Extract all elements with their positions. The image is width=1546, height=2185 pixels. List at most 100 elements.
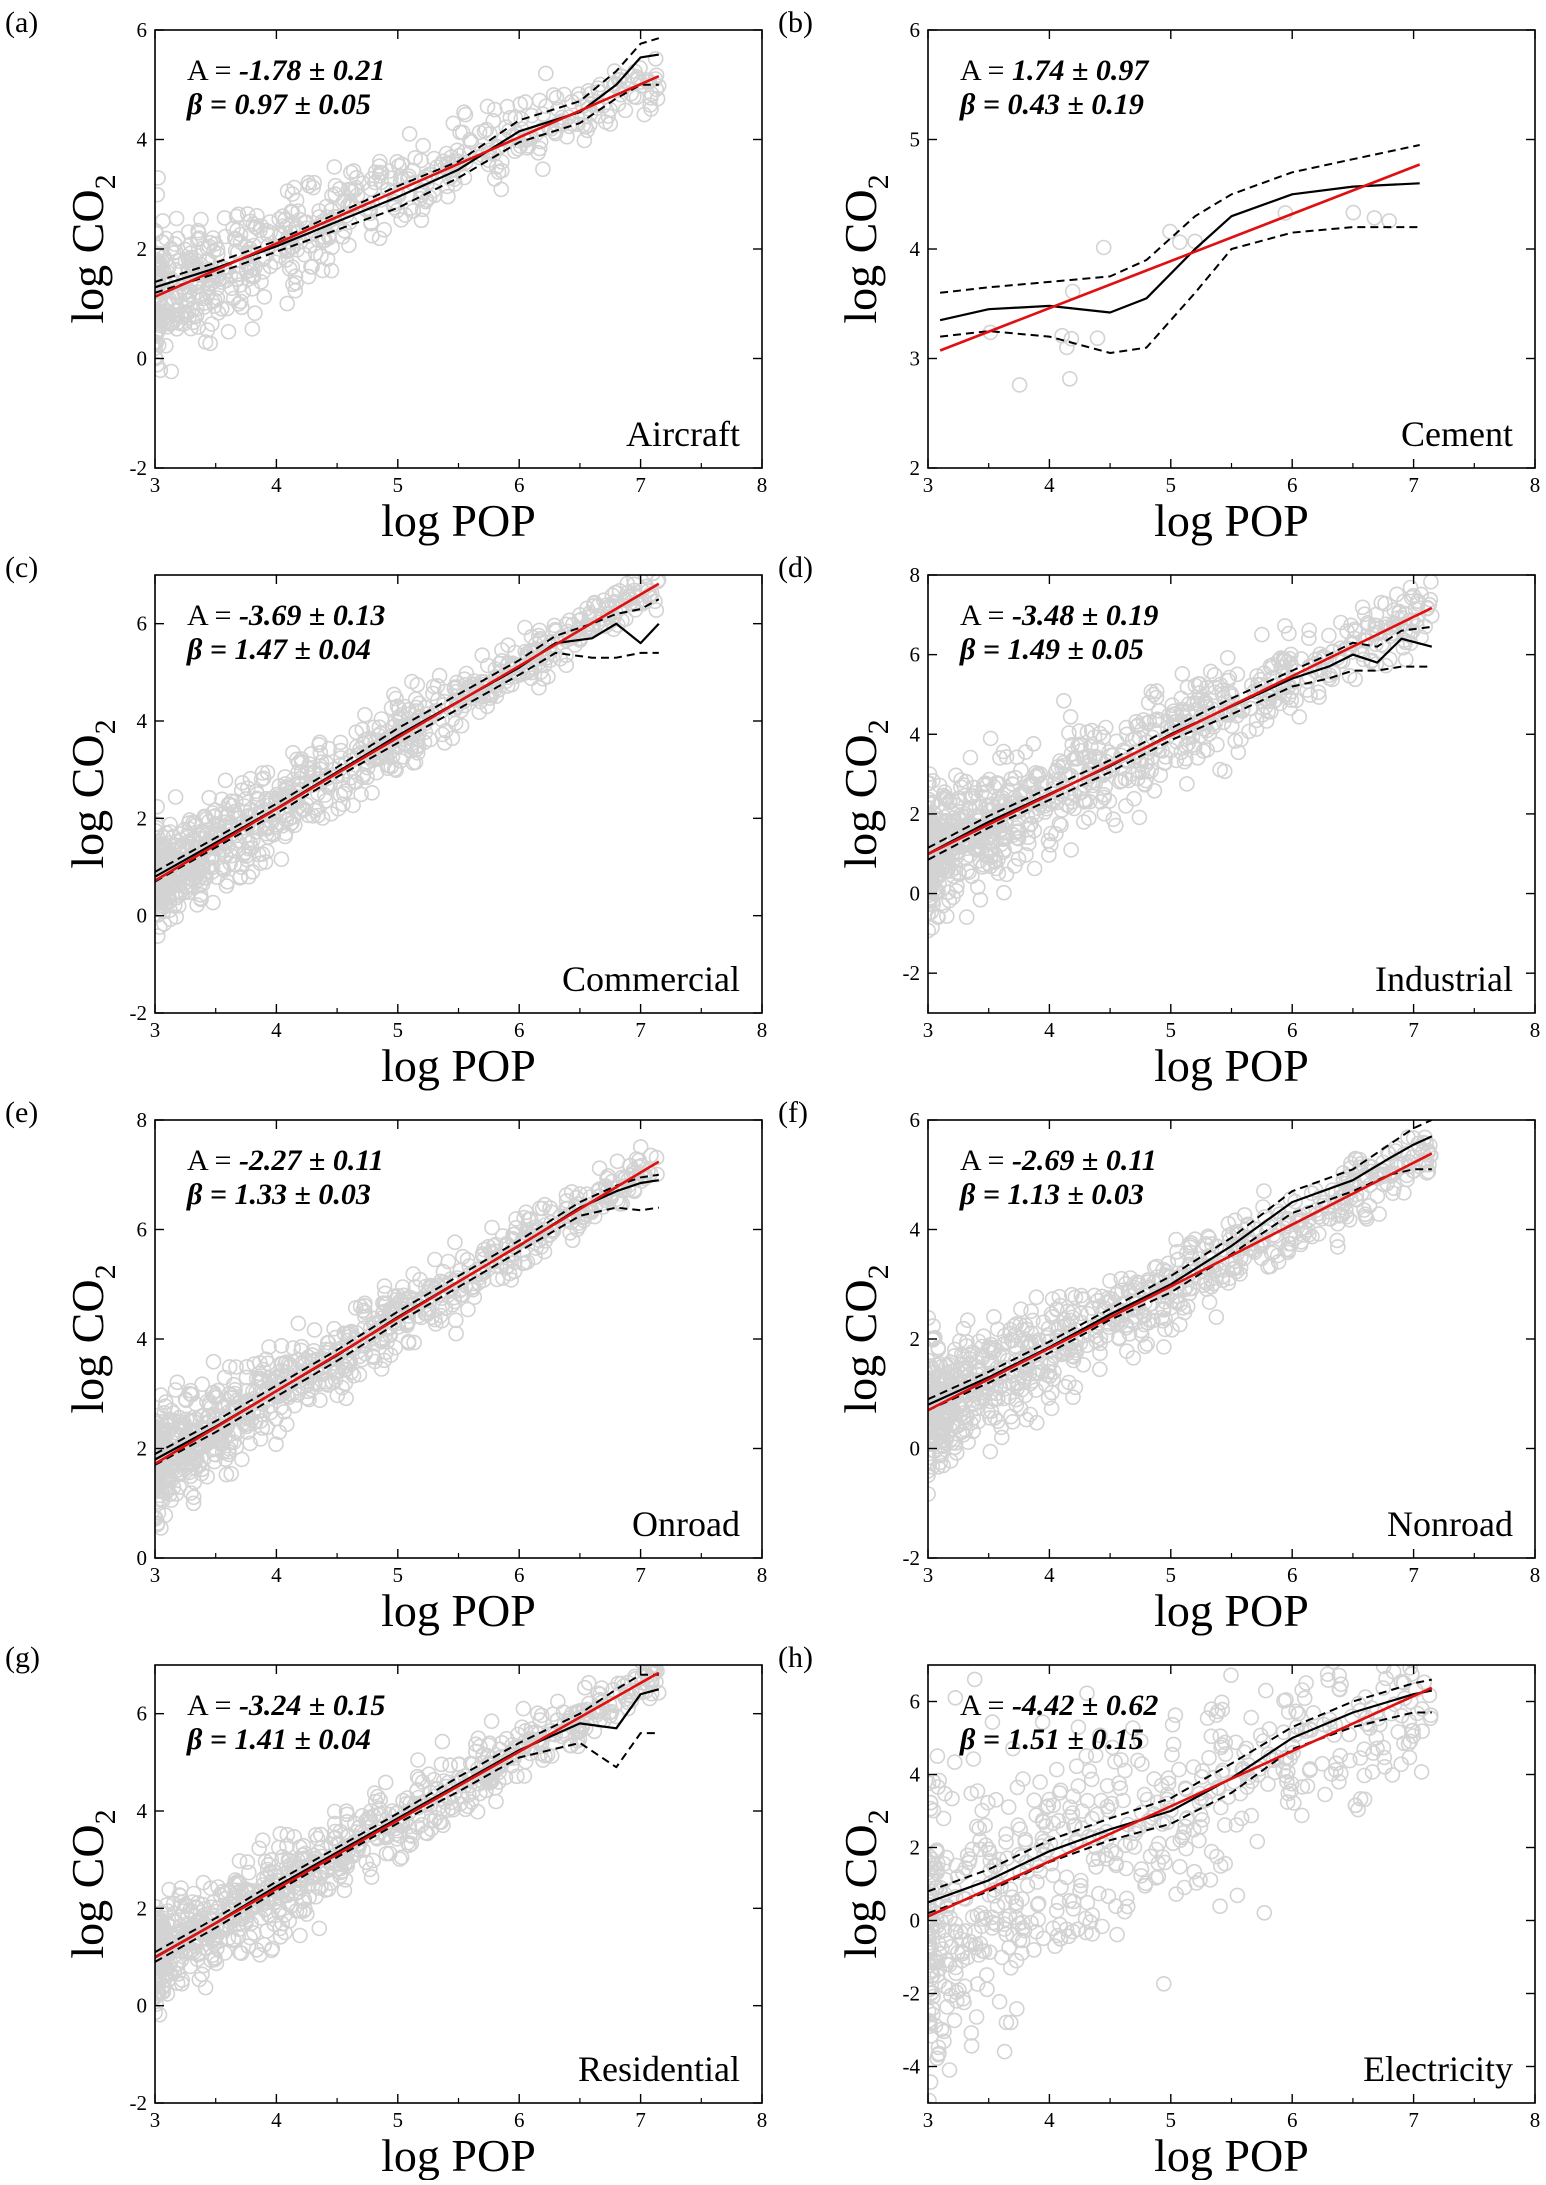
scatter-point [1024, 1304, 1038, 1318]
y-axis-label-subscript: 2 [862, 719, 895, 734]
scatter-point [1099, 721, 1113, 735]
scatter-point [489, 1795, 503, 1809]
scatter-point [169, 1383, 183, 1397]
annotation-beta-prefix: β = [186, 633, 234, 666]
scatter-point [1382, 214, 1396, 228]
x-tick-label: 5 [393, 1563, 404, 1587]
y-tick-label: 6 [137, 612, 148, 636]
scatter-point [1110, 734, 1124, 748]
y-tick-label: 2 [137, 806, 148, 830]
scatter-point [1203, 1295, 1217, 1309]
x-tick-label: 6 [514, 1563, 525, 1587]
scatter-point [610, 1154, 624, 1168]
scatter-point [1221, 651, 1235, 665]
scatter-point [1367, 211, 1381, 225]
x-tick-label: 7 [635, 1018, 646, 1042]
scatter-point [1303, 688, 1317, 702]
y-tick-label: 4 [137, 128, 148, 152]
plot-area [940, 145, 1420, 392]
annotation-beta-value: 0.97 ± 0.05 [234, 88, 370, 121]
scatter-point [428, 1253, 442, 1267]
scatter-point [1057, 694, 1071, 708]
panel-label: (e) [5, 1096, 38, 1129]
scatter-point [449, 1313, 463, 1327]
x-tick-label: 3 [150, 1563, 161, 1587]
scatter-point [252, 1841, 266, 1855]
annotation-A: A = 1.74 ± 0.97 [960, 54, 1149, 87]
y-tick-label: -2 [130, 1001, 148, 1025]
x-tick-label: 7 [1408, 1018, 1419, 1042]
y-tick-label: 4 [137, 709, 148, 733]
y-tick-label: 6 [137, 1218, 148, 1242]
annotation-A: A = -1.78 ± 0.21 [187, 54, 385, 87]
scatter-point [280, 1417, 294, 1431]
scatter-point [1064, 710, 1078, 724]
scatter-point [461, 1303, 475, 1317]
scatter-point [1322, 629, 1336, 643]
annotation-beta-value: 1.33 ± 0.03 [234, 1178, 370, 1211]
x-tick-label: 3 [923, 1563, 934, 1587]
x-tick-label: 8 [757, 1018, 768, 1042]
x-tick-label: 5 [393, 473, 404, 497]
annotation-beta-prefix: β = [959, 633, 1007, 666]
scatter-point [1163, 225, 1177, 239]
scatter-point [1424, 575, 1438, 589]
scatter-point [1119, 799, 1133, 813]
y-axis-label-subscript: 2 [89, 174, 122, 189]
x-axis-label: log POP [381, 495, 536, 546]
smoother-line [940, 183, 1420, 320]
x-tick-label: 8 [1530, 1018, 1541, 1042]
annotation-beta-prefix: β = [186, 1178, 234, 1211]
annotation-A-prefix: A = [187, 1144, 239, 1177]
y-tick-label: 0 [137, 904, 148, 928]
scatter-point [518, 621, 532, 635]
scatter-point [593, 1161, 607, 1175]
x-tick-label: 7 [1408, 473, 1419, 497]
y-tick-label: -2 [903, 961, 921, 985]
annotation-beta: β = 1.33 ± 0.03 [186, 1178, 371, 1211]
scatter-point [222, 325, 236, 339]
annotation-A-prefix: A = [960, 54, 1012, 87]
scatter-point [1093, 1362, 1107, 1376]
scatter-point [411, 1753, 425, 1767]
annotation-A: A = -3.48 ± 0.19 [960, 599, 1158, 632]
x-axis-label: log POP [381, 1585, 536, 1636]
scatter-point [536, 162, 550, 176]
annotation-A-prefix: A = [960, 599, 1012, 632]
scatter-point [973, 893, 987, 907]
scatter-point [494, 182, 508, 196]
category-label: Cement [1401, 414, 1513, 454]
y-tick-label: 3 [910, 347, 921, 371]
scatter-point [1204, 664, 1218, 678]
panel-label: (c) [5, 551, 38, 584]
scatter-point [291, 1316, 305, 1330]
annotation-beta: β = 0.97 ± 0.05 [186, 88, 371, 121]
panel-label: (d) [778, 551, 813, 584]
annotation-A: A = -2.27 ± 0.11 [187, 1144, 384, 1177]
scatter-point [448, 1235, 462, 1249]
y-axis-label: log CO2 [62, 719, 122, 868]
annotation-A-prefix: A = [960, 1144, 1012, 1177]
y-tick-label: 0 [137, 1546, 148, 1570]
annotation-beta: β = 1.13 ± 0.03 [959, 1178, 1144, 1211]
scatter-point [446, 116, 460, 130]
annotation-beta-value: 1.47 ± 0.04 [234, 633, 370, 666]
scatter-point [169, 790, 183, 804]
annotation-A-value: -2.27 ± 0.11 [239, 1144, 384, 1177]
y-tick-label: 8 [910, 563, 921, 587]
annotation-beta-prefix: β = [186, 88, 234, 121]
y-tick-label: 2 [910, 456, 921, 480]
scatter-point [539, 66, 553, 80]
x-tick-label: 6 [1287, 1563, 1298, 1587]
scatter-point [449, 1327, 463, 1341]
annotation-beta: β = 1.49 ± 0.05 [959, 633, 1144, 666]
y-tick-label: 2 [137, 1437, 148, 1461]
x-tick-label: 3 [923, 1018, 934, 1042]
scatter-point [329, 179, 343, 193]
